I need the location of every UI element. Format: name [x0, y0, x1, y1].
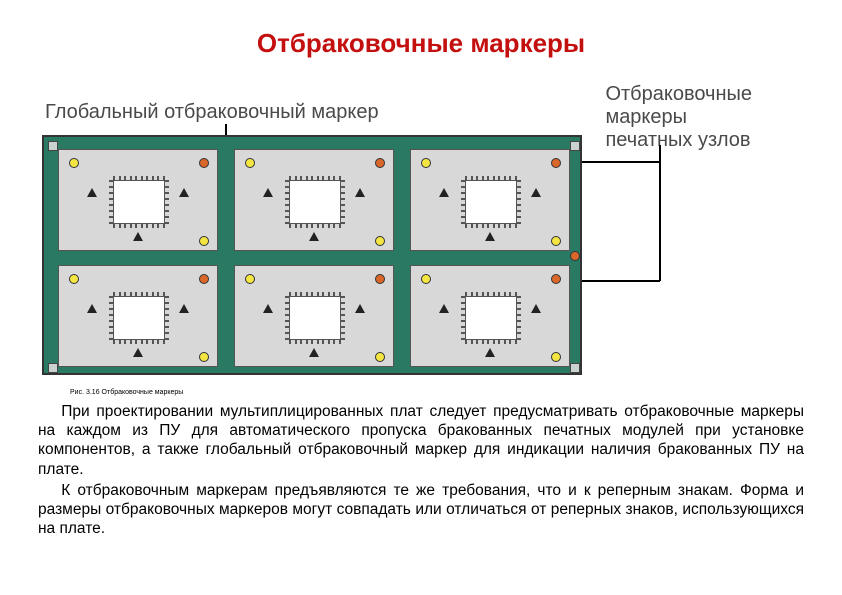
- triangle-marker-icon: [531, 188, 541, 197]
- fiducial-marker: [551, 236, 561, 246]
- arrow-modules-v: [659, 145, 661, 281]
- global-reject-marker: [570, 251, 580, 261]
- triangle-marker-icon: [309, 348, 319, 357]
- fiducial-marker: [375, 352, 385, 362]
- chip-pins: [289, 292, 341, 296]
- triangle-marker-icon: [485, 348, 495, 357]
- corner-square: [570, 141, 580, 151]
- figure-caption: Рис. 3.16 Отбраковочные маркеры: [70, 389, 842, 396]
- paragraph-2: К отбраковочным маркерам предъявляются т…: [38, 481, 804, 539]
- body-text: При проектировании мультиплицированных п…: [0, 396, 842, 539]
- triangle-marker-icon: [485, 232, 495, 241]
- module-reject-marker: [199, 158, 209, 168]
- pcb-module: [410, 265, 570, 367]
- module-reject-marker: [199, 274, 209, 284]
- chip-pins: [461, 296, 465, 340]
- triangle-marker-icon: [263, 304, 273, 313]
- chip-pins: [109, 180, 113, 224]
- triangle-marker-icon: [263, 188, 273, 197]
- chip-pins: [465, 224, 517, 228]
- chip-pins: [461, 180, 465, 224]
- corner-square: [570, 363, 580, 373]
- paragraph-1: При проектировании мультиплицированных п…: [38, 402, 804, 479]
- chip-pins: [517, 180, 521, 224]
- fiducial-marker: [69, 274, 79, 284]
- chip-pins: [289, 340, 341, 344]
- module-reject-marker: [375, 274, 385, 284]
- page-title: Отбраковочные маркеры: [0, 0, 842, 77]
- triangle-marker-icon: [355, 304, 365, 313]
- triangle-marker-icon: [439, 304, 449, 313]
- label-right-3: печатных узлов: [605, 129, 750, 151]
- fiducial-marker: [421, 158, 431, 168]
- chip-pins: [465, 292, 517, 296]
- fiducial-marker: [199, 236, 209, 246]
- chip-pins: [465, 340, 517, 344]
- module-reject-marker: [551, 274, 561, 284]
- triangle-marker-icon: [133, 232, 143, 241]
- triangle-marker-icon: [179, 304, 189, 313]
- fiducial-marker: [245, 158, 255, 168]
- pcb-module: [234, 265, 394, 367]
- chip-icon: [113, 180, 165, 224]
- triangle-marker-icon: [531, 304, 541, 313]
- chip-pins: [289, 224, 341, 228]
- chip-pins: [165, 296, 169, 340]
- pcb-module: [58, 149, 218, 251]
- chip-icon: [465, 296, 517, 340]
- label-module-markers: Отбраковочные маркеры печатных узлов: [605, 83, 752, 152]
- fiducial-marker: [375, 236, 385, 246]
- pcb-module: [58, 265, 218, 367]
- corner-square: [48, 141, 58, 151]
- chip-pins: [465, 176, 517, 180]
- triangle-marker-icon: [309, 232, 319, 241]
- module-reject-marker: [551, 158, 561, 168]
- fiducial-marker: [69, 158, 79, 168]
- fiducial-marker: [421, 274, 431, 284]
- chip-pins: [341, 296, 345, 340]
- triangle-marker-icon: [133, 348, 143, 357]
- diagram: Глобальный отбраковочный маркер Отбраков…: [0, 77, 842, 387]
- chip-pins: [109, 296, 113, 340]
- triangle-marker-icon: [87, 188, 97, 197]
- chip-icon: [113, 296, 165, 340]
- pcb-board: [42, 135, 582, 375]
- fiducial-marker: [245, 274, 255, 284]
- corner-square: [48, 363, 58, 373]
- pcb-module: [234, 149, 394, 251]
- chip-icon: [289, 180, 341, 224]
- chip-pins: [113, 176, 165, 180]
- chip-pins: [113, 340, 165, 344]
- label-right-2: маркеры: [605, 106, 687, 128]
- chip-icon: [465, 180, 517, 224]
- label-global-marker: Глобальный отбраковочный маркер: [45, 101, 379, 124]
- chip-pins: [113, 224, 165, 228]
- pcb-module: [410, 149, 570, 251]
- chip-icon: [289, 296, 341, 340]
- triangle-marker-icon: [355, 188, 365, 197]
- chip-pins: [341, 180, 345, 224]
- chip-pins: [285, 180, 289, 224]
- triangle-marker-icon: [179, 188, 189, 197]
- fiducial-marker: [199, 352, 209, 362]
- triangle-marker-icon: [439, 188, 449, 197]
- fiducial-marker: [551, 352, 561, 362]
- module-reject-marker: [375, 158, 385, 168]
- chip-pins: [517, 296, 521, 340]
- label-right-1: Отбраковочные: [605, 83, 752, 105]
- chip-pins: [285, 296, 289, 340]
- triangle-marker-icon: [87, 304, 97, 313]
- chip-pins: [165, 180, 169, 224]
- chip-pins: [289, 176, 341, 180]
- chip-pins: [113, 292, 165, 296]
